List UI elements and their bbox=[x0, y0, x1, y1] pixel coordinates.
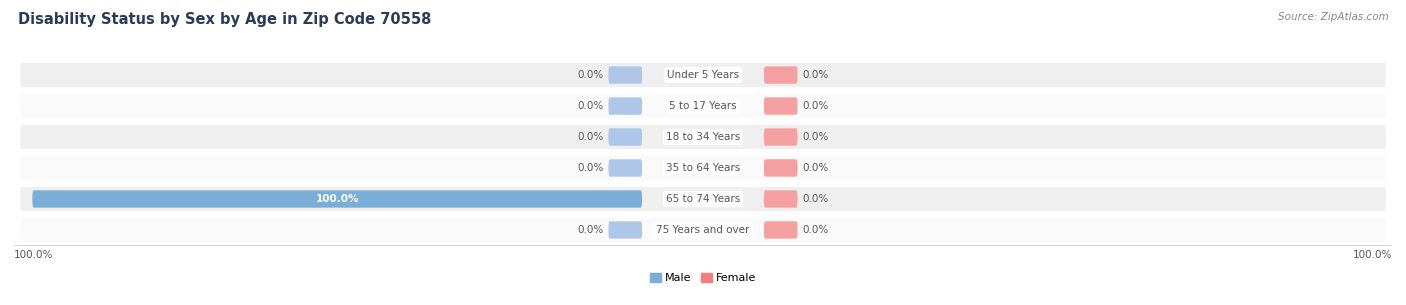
Text: 35 to 64 Years: 35 to 64 Years bbox=[666, 163, 740, 173]
FancyBboxPatch shape bbox=[763, 221, 797, 239]
FancyBboxPatch shape bbox=[20, 125, 1386, 149]
FancyBboxPatch shape bbox=[20, 187, 1386, 211]
Text: 0.0%: 0.0% bbox=[803, 132, 828, 142]
Text: 0.0%: 0.0% bbox=[578, 70, 603, 80]
FancyBboxPatch shape bbox=[609, 128, 643, 146]
FancyBboxPatch shape bbox=[763, 159, 797, 177]
FancyBboxPatch shape bbox=[20, 94, 1386, 118]
Text: 0.0%: 0.0% bbox=[578, 163, 603, 173]
FancyBboxPatch shape bbox=[20, 63, 1386, 87]
Text: 75 Years and over: 75 Years and over bbox=[657, 225, 749, 235]
FancyBboxPatch shape bbox=[763, 66, 797, 84]
FancyBboxPatch shape bbox=[20, 156, 1386, 180]
FancyBboxPatch shape bbox=[32, 190, 643, 208]
Text: 100.0%: 100.0% bbox=[1353, 250, 1392, 260]
Text: 18 to 34 Years: 18 to 34 Years bbox=[666, 132, 740, 142]
FancyBboxPatch shape bbox=[609, 221, 643, 239]
Text: 5 to 17 Years: 5 to 17 Years bbox=[669, 101, 737, 111]
Text: 0.0%: 0.0% bbox=[803, 163, 828, 173]
Text: 0.0%: 0.0% bbox=[803, 194, 828, 204]
FancyBboxPatch shape bbox=[763, 97, 797, 115]
Text: Disability Status by Sex by Age in Zip Code 70558: Disability Status by Sex by Age in Zip C… bbox=[18, 12, 432, 27]
Text: 0.0%: 0.0% bbox=[803, 101, 828, 111]
Text: 0.0%: 0.0% bbox=[803, 70, 828, 80]
Text: 100.0%: 100.0% bbox=[315, 194, 359, 204]
Text: 0.0%: 0.0% bbox=[803, 225, 828, 235]
FancyBboxPatch shape bbox=[609, 66, 643, 84]
Text: 0.0%: 0.0% bbox=[578, 101, 603, 111]
Text: 65 to 74 Years: 65 to 74 Years bbox=[666, 194, 740, 204]
Text: 0.0%: 0.0% bbox=[578, 132, 603, 142]
FancyBboxPatch shape bbox=[763, 128, 797, 146]
FancyBboxPatch shape bbox=[609, 97, 643, 115]
Text: 100.0%: 100.0% bbox=[14, 250, 53, 260]
FancyBboxPatch shape bbox=[763, 190, 797, 208]
Text: Under 5 Years: Under 5 Years bbox=[666, 70, 740, 80]
FancyBboxPatch shape bbox=[20, 218, 1386, 242]
Text: Source: ZipAtlas.com: Source: ZipAtlas.com bbox=[1278, 12, 1389, 22]
FancyBboxPatch shape bbox=[609, 159, 643, 177]
Text: 0.0%: 0.0% bbox=[578, 225, 603, 235]
Legend: Male, Female: Male, Female bbox=[645, 268, 761, 288]
